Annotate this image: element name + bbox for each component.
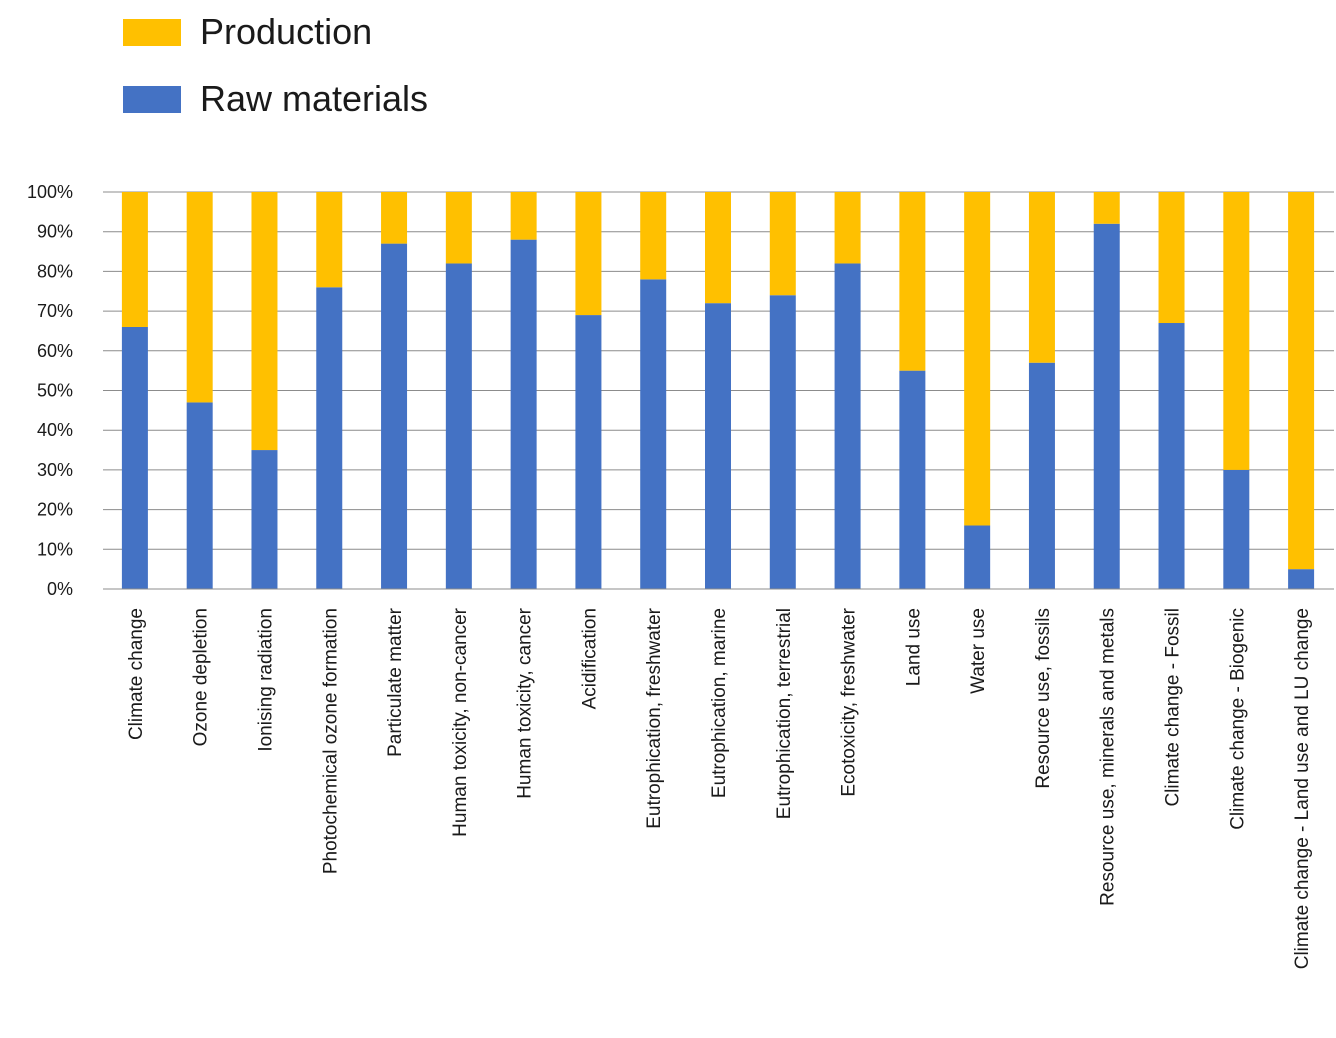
bar-segment-raw-materials <box>1288 569 1315 589</box>
bar-segment-raw-materials <box>769 295 796 589</box>
bar-segment-production <box>381 192 408 244</box>
x-category-label: Climate change - Fossil <box>1163 608 1184 807</box>
bar-segment-raw-materials <box>1028 362 1055 589</box>
x-category-label: Particulate matter <box>385 607 406 757</box>
y-tick-label: 60% <box>37 341 73 361</box>
bar-segment-production <box>899 192 926 371</box>
bar-segment-raw-materials <box>964 525 991 589</box>
legend-item-raw-materials: Raw materials <box>123 78 428 120</box>
legend-swatch-raw-materials <box>123 85 181 113</box>
bar-segment-raw-materials <box>1093 223 1120 589</box>
x-category-label: Water use <box>968 608 989 694</box>
bar-segment-production <box>1288 192 1315 570</box>
bar-segment-production <box>1223 192 1250 470</box>
x-category-label: Climate change - Biogenic <box>1227 608 1248 830</box>
bar-segment-raw-materials <box>186 402 213 589</box>
bar-segment-raw-materials <box>899 370 926 589</box>
x-category-label: Ozone depletion <box>191 608 212 746</box>
bar-segment-raw-materials <box>834 263 861 589</box>
bar-segment-production <box>834 192 861 264</box>
y-tick-label: 100% <box>27 182 73 202</box>
x-category-label: Eutrophication, marine <box>709 608 730 798</box>
bar-segment-production <box>251 192 278 451</box>
y-tick-label: 80% <box>37 261 73 281</box>
bar-segment-production <box>1093 192 1120 224</box>
y-tick-label: 0% <box>47 579 73 599</box>
y-axis-ticks: 0% 10% 20% 30% 40% 50% 60% 70% 80% 90% 100% <box>27 182 73 599</box>
bar-segment-raw-materials <box>381 243 408 590</box>
bar-segment-production <box>316 192 343 288</box>
bar-segment-raw-materials <box>121 326 148 589</box>
x-category-label: Eutrophication, terrestrial <box>774 608 795 819</box>
y-tick-label: 40% <box>37 420 73 440</box>
bar-segment-raw-materials <box>1158 323 1185 589</box>
legend-swatch-production <box>123 18 181 46</box>
bar-segment-raw-materials <box>251 450 278 589</box>
y-tick-label: 20% <box>37 500 73 520</box>
legend-label-production: Production <box>200 11 373 52</box>
x-category-label: Resource use, minerals and metals <box>1098 608 1119 906</box>
bar-segment-production <box>964 192 991 526</box>
bar-segment-production <box>186 192 213 403</box>
bar-segment-raw-materials <box>316 287 343 589</box>
x-category-label: Climate change <box>126 608 147 740</box>
bar-segment-production <box>640 192 667 280</box>
bars <box>121 192 1315 590</box>
x-category-label: Eutrophication, freshwater <box>644 607 665 828</box>
bar-segment-production <box>1028 192 1055 363</box>
x-category-label: Resource use, fossils <box>1033 608 1054 789</box>
x-category-label: Ecotoxicity, freshwater <box>839 607 860 796</box>
bar-segment-raw-materials <box>575 315 602 589</box>
x-category-label: Human toxicity, cancer <box>515 607 536 798</box>
x-axis-category-labels: Climate change Ozone depletion Ionising ra… <box>126 607 1313 969</box>
bar-segment-raw-materials <box>1223 469 1250 589</box>
legend-label-raw-materials: Raw materials <box>200 78 429 119</box>
legend-item-production: Production <box>123 11 372 53</box>
bar-segment-raw-materials <box>640 279 667 589</box>
bar-segment-raw-materials <box>705 303 731 589</box>
bar-segment-production <box>445 192 472 264</box>
x-category-label: Photochemical ozone formation <box>320 608 341 874</box>
bar-segment-production <box>121 192 148 327</box>
y-tick-label: 30% <box>37 460 73 480</box>
bar-segment-production <box>705 192 731 304</box>
x-category-label: Ionising radiation <box>255 608 276 752</box>
x-category-label: Human toxicity, non-cancer <box>450 607 471 836</box>
bar-segment-raw-materials <box>510 239 537 589</box>
bar-segment-production <box>575 192 602 316</box>
x-category-label: Land use <box>903 608 924 686</box>
x-category-label: Climate change - Land use and LU change <box>1292 608 1313 969</box>
y-tick-label: 10% <box>37 539 73 559</box>
y-tick-label: 50% <box>37 381 73 401</box>
x-category-label: Acidification <box>579 608 600 709</box>
bar-segment-production <box>1158 192 1185 324</box>
bar-segment-production <box>769 192 796 296</box>
y-tick-label: 70% <box>37 301 73 321</box>
y-tick-label: 90% <box>37 222 73 242</box>
bar-segment-production <box>510 192 537 240</box>
bar-segment-raw-materials <box>445 263 472 589</box>
